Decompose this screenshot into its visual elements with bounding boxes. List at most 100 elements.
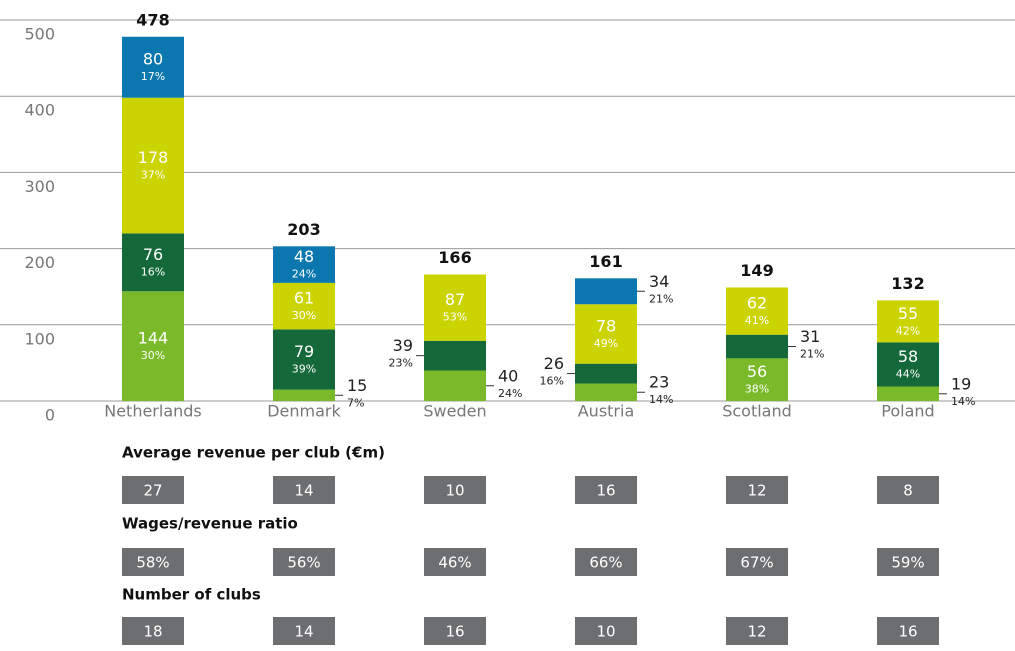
segment-percent: 30% — [141, 349, 165, 362]
segment-percent: 37% — [141, 169, 165, 182]
segment-label: 56 — [747, 362, 767, 381]
segment-percent: 21% — [649, 292, 673, 305]
table-value: 27 — [143, 482, 162, 500]
bar-segment — [575, 278, 637, 305]
segment-label: 62 — [747, 294, 767, 313]
table-title: Wages/revenue ratio — [122, 515, 298, 533]
segment-percent: 24% — [292, 268, 316, 281]
segment-label: 178 — [138, 148, 169, 167]
table-box — [424, 476, 486, 504]
table-box — [424, 617, 486, 645]
table-box — [575, 548, 637, 576]
table-box — [877, 476, 939, 504]
bar-segment — [575, 304, 637, 364]
segment-percent: 42% — [896, 324, 920, 337]
segment-percent: 21% — [800, 348, 824, 361]
segment-label: 31 — [800, 327, 820, 346]
table-box — [122, 548, 184, 576]
table-value: 58% — [136, 554, 169, 572]
segment-label: 80 — [143, 50, 163, 69]
table-value: 46% — [438, 554, 471, 572]
y-tick-label: 400 — [24, 101, 55, 120]
bar-segment — [877, 342, 939, 387]
bar-segment — [726, 334, 788, 359]
table-value: 12 — [747, 623, 766, 641]
total-label: 478 — [136, 10, 169, 29]
table-value: 10 — [596, 623, 615, 641]
table-box — [726, 476, 788, 504]
bar-segment — [726, 358, 788, 401]
total-label: 132 — [891, 274, 924, 293]
table-value: 12 — [747, 482, 766, 500]
segment-label: 58 — [898, 347, 918, 366]
y-tick-label: 300 — [24, 177, 55, 196]
segment-label: 48 — [294, 247, 314, 266]
bar-segment — [424, 370, 486, 401]
segment-percent: 24% — [498, 387, 522, 400]
segment-percent: 14% — [649, 393, 673, 406]
segment-label: 61 — [294, 289, 314, 308]
segment-percent: 53% — [443, 311, 467, 324]
table-value: 67% — [740, 554, 773, 572]
bar-segment — [424, 340, 486, 371]
table-title: Number of clubs — [122, 586, 261, 604]
segment-label: 55 — [898, 304, 918, 323]
table-value: 14 — [294, 623, 313, 641]
bar-segment — [122, 233, 184, 292]
segment-percent: 44% — [896, 367, 920, 380]
segment-label: 26 — [544, 354, 564, 373]
segment-percent: 38% — [745, 383, 769, 396]
table-value: 8 — [903, 482, 913, 500]
bar-segment — [424, 274, 486, 341]
segment-percent: 16% — [540, 375, 564, 388]
x-tick-label: Austria — [578, 402, 635, 421]
table-value: 56% — [287, 554, 320, 572]
total-label: 161 — [589, 252, 622, 271]
x-tick-label: Netherlands — [104, 402, 202, 421]
segment-label: 40 — [498, 366, 518, 385]
table-box — [273, 617, 335, 645]
bar-segment — [575, 363, 637, 384]
bar-segment — [273, 282, 335, 330]
segment-label: 144 — [138, 329, 169, 348]
table-box — [122, 476, 184, 504]
x-tick-label: Poland — [881, 402, 934, 421]
x-tick-label: Sweden — [423, 402, 486, 421]
x-tick-label: Denmark — [267, 402, 341, 421]
segment-label: 15 — [347, 376, 367, 395]
y-tick-label: 0 — [45, 406, 55, 425]
bar-segment — [877, 300, 939, 343]
segment-label: 87 — [445, 290, 465, 309]
y-tick-label: 200 — [24, 253, 55, 272]
total-label: 166 — [438, 248, 471, 267]
segment-label: 78 — [596, 316, 616, 335]
table-value: 16 — [445, 623, 464, 641]
bar-segment — [273, 246, 335, 283]
segment-label: 76 — [143, 245, 163, 264]
table-value: 18 — [143, 623, 162, 641]
segment-percent: 41% — [745, 314, 769, 327]
table-box — [273, 548, 335, 576]
total-label: 203 — [287, 220, 320, 239]
segment-label: 39 — [393, 336, 413, 355]
y-tick-label: 100 — [24, 329, 55, 348]
table-box — [424, 548, 486, 576]
table-box — [877, 617, 939, 645]
table-title: Average revenue per club (€m) — [122, 444, 385, 462]
table-value: 66% — [589, 554, 622, 572]
table-value: 59% — [891, 554, 924, 572]
segment-percent: 30% — [292, 309, 316, 322]
table-box — [273, 476, 335, 504]
bar-segment — [877, 386, 939, 401]
total-label: 149 — [740, 261, 773, 280]
segment-label: 23 — [649, 373, 669, 392]
segment-percent: 16% — [141, 265, 165, 278]
table-value: 16 — [898, 623, 917, 641]
table-value: 14 — [294, 482, 313, 500]
bar-segment — [273, 329, 335, 390]
bar-segment — [575, 383, 637, 401]
table-box — [575, 617, 637, 645]
segment-percent: 23% — [389, 357, 413, 370]
segment-percent: 17% — [141, 70, 165, 83]
